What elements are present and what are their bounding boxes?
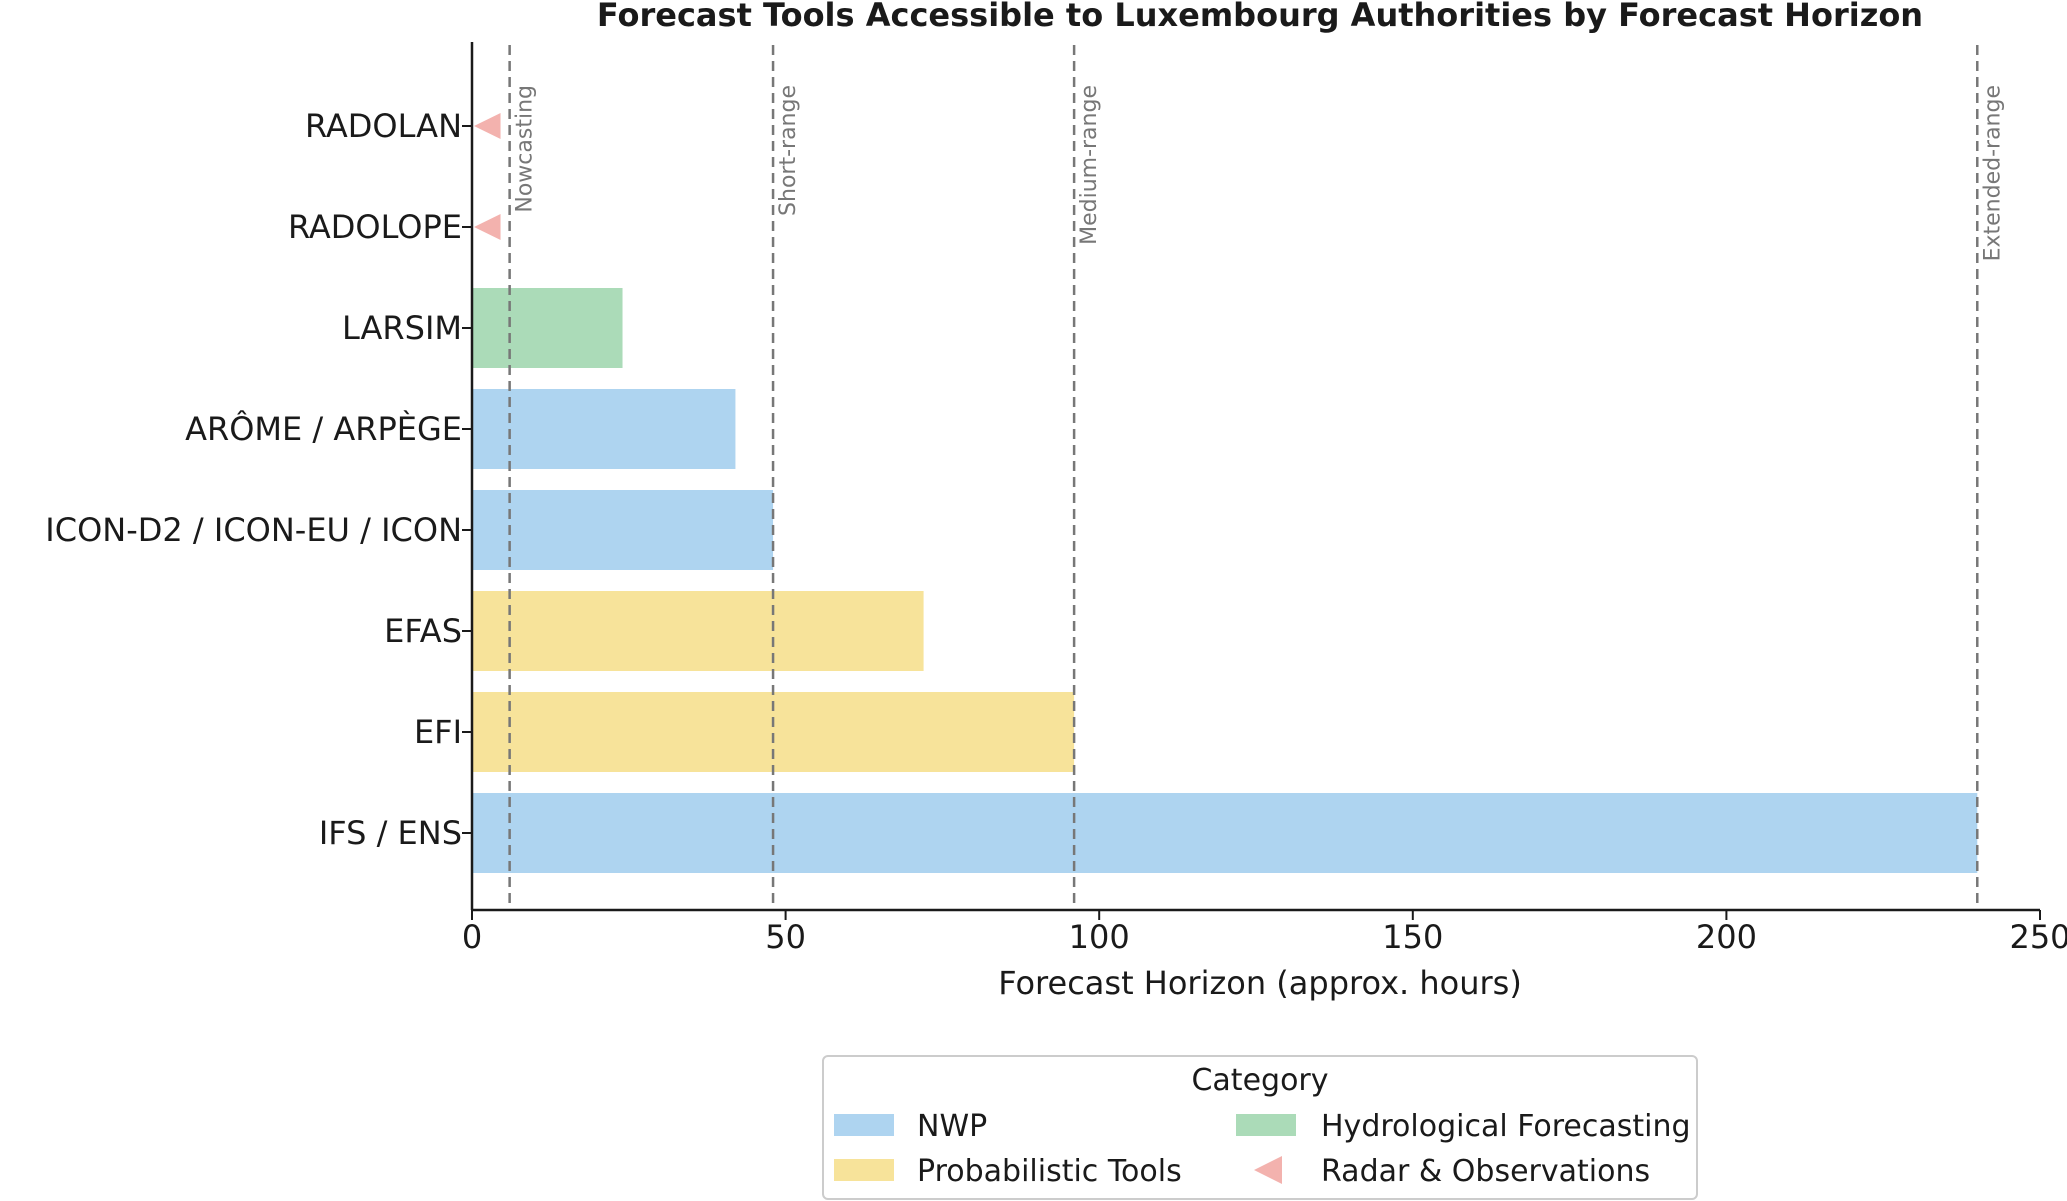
legend-title: Category	[1191, 1063, 1328, 1098]
y-tick-label: EFAS	[384, 612, 462, 650]
axes	[470, 42, 2040, 912]
x-axis-title: Forecast Horizon (approx. hours)	[998, 964, 1522, 1002]
x-tick-label: 50	[765, 918, 806, 956]
y-tick-label: LARSIM	[342, 309, 462, 347]
bar	[472, 591, 924, 671]
x-tick-label: 150	[1382, 918, 1443, 956]
bar	[472, 288, 623, 368]
bar	[472, 793, 1978, 873]
legend-label: NWP	[917, 1109, 987, 1144]
legend-swatch	[1236, 1114, 1296, 1136]
legend-label: Probabilistic Tools	[917, 1154, 1182, 1189]
reference-line-label: Extended-range	[1980, 85, 2005, 261]
x-tick-label: 0	[462, 918, 482, 956]
legend-swatch	[834, 1159, 894, 1181]
x-tick-label: 200	[1696, 918, 1757, 956]
legend-label: Radar & Observations	[1321, 1154, 1650, 1189]
y-tick-label: RADOLAN	[305, 107, 462, 145]
legend-label: Hydrological Forecasting	[1321, 1109, 1691, 1144]
y-tick-label: EFI	[414, 713, 462, 751]
reference-line-label: Nowcasting	[513, 85, 538, 213]
y-tick-label: ICON-D2 / ICON-EU / ICON	[45, 511, 462, 549]
x-ticks: 0 50 100 150 200 250	[462, 910, 2067, 956]
reference-lines: Nowcasting Short-range Medium-range Extende…	[508, 45, 2005, 910]
legend-marker	[1254, 1156, 1282, 1184]
bars-layer	[472, 113, 1978, 873]
bar	[472, 490, 774, 570]
legend: Category NWP Hydrological Forecasting Prob…	[822, 1055, 1698, 1200]
y-ticks: RADOLAN RADOLOPE LARSIM ARÔME / ARPÈGE ICON-…	[45, 107, 472, 852]
legend-entries: NWP Hydrological Forecasting Probabilistic…	[834, 1109, 1691, 1189]
bar-marker	[474, 214, 501, 240]
bar-marker	[474, 113, 501, 139]
x-tick-label: 100	[1069, 918, 1130, 956]
y-tick-label: ARÔME / ARPÈGE	[185, 409, 462, 448]
y-tick-label: IFS / ENS	[319, 814, 462, 852]
x-tick-label: 250	[2009, 918, 2067, 956]
y-tick-label: RADOLOPE	[288, 208, 462, 246]
reference-line-label: Short-range	[776, 85, 801, 216]
bar	[472, 389, 736, 469]
legend-swatch	[834, 1114, 894, 1136]
chart-title: Forecast Tools Accessible to Luxembourg …	[597, 0, 1923, 34]
reference-line-label: Medium-range	[1077, 85, 1102, 245]
